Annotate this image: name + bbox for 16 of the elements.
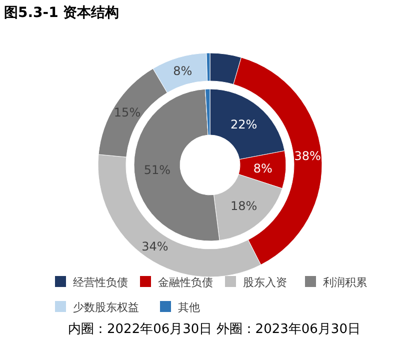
legend-label: 利润积累 — [323, 276, 367, 289]
legend-label: 经营性负债 — [73, 276, 128, 289]
chart-title: 图5.3-1 资本结构 — [4, 5, 120, 21]
text: 内圈：2022年06月30日 外圈：2023年06月30日 — [68, 322, 360, 337]
legend-label: 股东入资 — [243, 276, 287, 289]
data-label: 18% — [230, 199, 258, 214]
data-label: 15% — [114, 106, 141, 120]
data-label: 8% — [173, 64, 192, 78]
legend-label: 其他 — [178, 300, 200, 314]
data-label: 38% — [294, 148, 321, 163]
data-label: 22% — [230, 117, 258, 132]
legend-label: 少数股东权益 — [73, 300, 139, 314]
data-label: 8% — [253, 162, 272, 176]
data-label: 51% — [144, 163, 171, 178]
data-label: 34% — [142, 239, 168, 254]
legend-label: 金融性负债 — [158, 276, 213, 289]
